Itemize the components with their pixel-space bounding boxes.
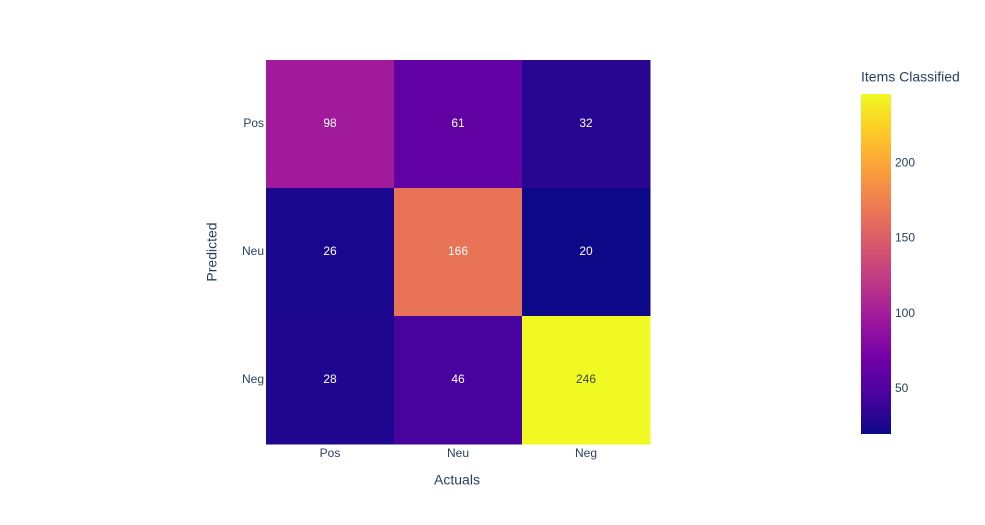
cell-label: 20 — [579, 244, 593, 258]
heatmap-cell — [266, 316, 395, 445]
cell-label: 46 — [451, 372, 465, 386]
heatmap-cell — [522, 188, 651, 317]
y-tick-label: Pos — [243, 116, 264, 130]
cell-label: 32 — [579, 116, 593, 130]
heatmap-cell — [266, 60, 395, 189]
heatmap-cell — [394, 316, 523, 445]
y-tick-label: Neu — [242, 244, 264, 258]
cell-label: 28 — [323, 372, 337, 386]
y-tick-label: Neg — [242, 372, 264, 386]
colorbar — [861, 94, 891, 434]
cell-label: 166 — [448, 244, 468, 258]
x-tick-label: Pos — [320, 446, 341, 460]
colorbar-title: Items Classified — [861, 69, 960, 85]
colorbar-tick-label: 50 — [895, 381, 909, 395]
cell-label: 246 — [576, 372, 596, 386]
heatmap-cell — [522, 60, 651, 189]
cell-label: 98 — [323, 116, 337, 130]
colorbar-tick-label: 150 — [895, 231, 915, 245]
x-tick-label: Neg — [575, 446, 597, 460]
y-axis-title: Predicted — [204, 222, 220, 281]
cell-label: 26 — [323, 244, 337, 258]
heatmap-cell — [394, 188, 523, 317]
x-tick-label: Neu — [447, 446, 469, 460]
x-axis-title: Actuals — [434, 472, 480, 488]
cell-label: 61 — [451, 116, 465, 130]
heatmap-cell — [266, 188, 395, 317]
colorbar-tick-label: 200 — [895, 155, 915, 169]
heatmap-cell — [522, 316, 651, 445]
colorbar-tick-label: 100 — [895, 306, 915, 320]
heatmap-cell — [394, 60, 523, 189]
